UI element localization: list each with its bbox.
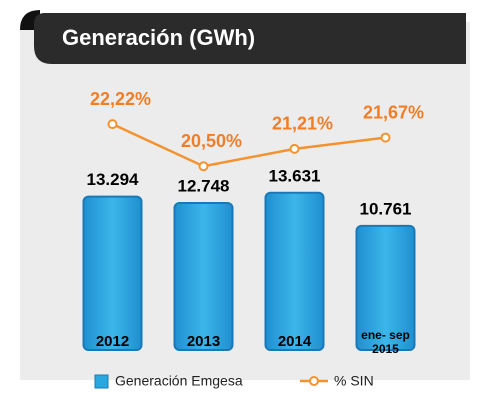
bar <box>82 195 143 351</box>
value-label: 21,67% <box>363 102 424 122</box>
x-tick-label-box: 2014 <box>277 333 312 350</box>
value-label: 13.631 <box>269 166 321 185</box>
line <box>111 122 386 168</box>
x-tick-label-box: 2013 <box>186 333 221 350</box>
x-tick-label: 2012 <box>95 333 130 350</box>
value-label: 22,22% <box>90 89 151 109</box>
legend-label: Generación Emgesa <box>115 373 243 389</box>
value-label: 20,50% <box>181 131 242 151</box>
value-label: 13.294 <box>87 170 140 189</box>
line-point <box>198 161 209 172</box>
line-point <box>380 132 391 143</box>
x-tick-label: 2014 <box>277 333 312 350</box>
value-label: 12.748 <box>178 176 230 195</box>
x-tick-label: ene- sep 2015 <box>361 328 410 356</box>
bar <box>173 201 234 351</box>
chart-title: Generación (GWh) <box>62 25 255 50</box>
bar <box>355 224 416 351</box>
title-box <box>34 13 466 64</box>
x-tick-label: 2013 <box>186 333 221 350</box>
bar <box>264 191 325 351</box>
line-point <box>107 119 118 130</box>
value-label: 21,21% <box>272 114 333 134</box>
legend-swatch <box>94 374 109 389</box>
line-point <box>289 143 300 154</box>
legend-label: % SIN <box>334 373 374 389</box>
value-label: 10.761 <box>360 199 412 218</box>
x-tick-label-box: ene- sep 2015 <box>361 328 410 356</box>
x-tick-label-box: 2012 <box>95 333 130 350</box>
legend-swatch <box>309 376 319 386</box>
